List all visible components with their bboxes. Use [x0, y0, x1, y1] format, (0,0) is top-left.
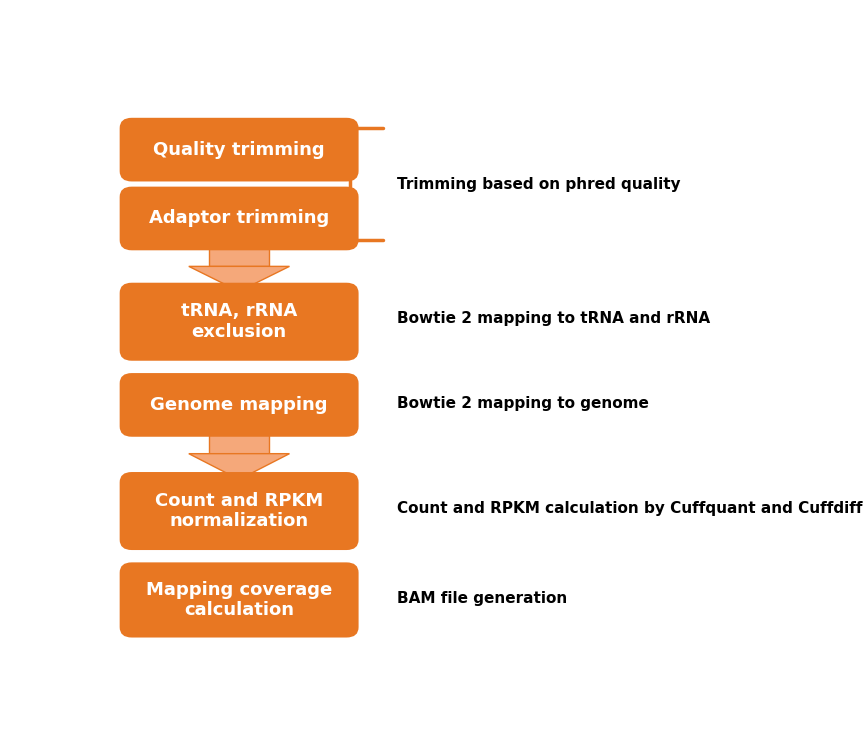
Text: Adaptor trimming: Adaptor trimming: [149, 209, 329, 227]
Polygon shape: [209, 428, 269, 454]
Text: Trimming based on phred quality: Trimming based on phred quality: [397, 177, 681, 191]
FancyBboxPatch shape: [120, 282, 359, 361]
Text: BAM file generation: BAM file generation: [397, 592, 567, 606]
FancyBboxPatch shape: [120, 373, 359, 437]
FancyBboxPatch shape: [120, 472, 359, 550]
Text: Bowtie 2 mapping to tRNA and rRNA: Bowtie 2 mapping to tRNA and rRNA: [397, 311, 710, 326]
Text: Bowtie 2 mapping to genome: Bowtie 2 mapping to genome: [397, 396, 649, 410]
Text: Count and RPKM calculation by Cuffquant and Cuffdiff: Count and RPKM calculation by Cuffquant …: [397, 501, 863, 516]
Text: Mapping coverage
calculation: Mapping coverage calculation: [146, 580, 333, 619]
FancyBboxPatch shape: [120, 187, 359, 250]
FancyBboxPatch shape: [120, 562, 359, 638]
FancyBboxPatch shape: [120, 118, 359, 182]
Text: tRNA, rRNA
exclusion: tRNA, rRNA exclusion: [181, 302, 297, 341]
Polygon shape: [189, 267, 289, 291]
Text: Genome mapping: Genome mapping: [151, 396, 328, 414]
Polygon shape: [189, 454, 289, 480]
Text: Count and RPKM
normalization: Count and RPKM normalization: [155, 492, 323, 530]
Text: Quality trimming: Quality trimming: [153, 141, 325, 159]
Polygon shape: [209, 241, 269, 267]
